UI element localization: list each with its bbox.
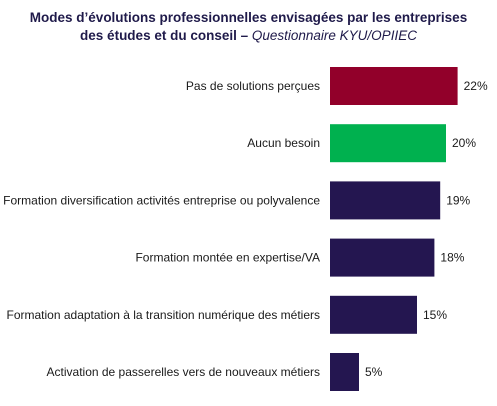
category-label-3: Formation montée en expertise/VA <box>135 251 320 265</box>
bar-1 <box>330 124 446 163</box>
bar-5 <box>330 353 359 391</box>
category-label-0: Pas de solutions perçues <box>186 79 320 93</box>
value-label-4: 15% <box>423 308 447 322</box>
chart-title: Modes d’évolutions professionnelles envi… <box>0 9 497 45</box>
value-label-1: 20% <box>452 136 476 150</box>
chart-title-source: Questionnaire KYU/OPIIEC <box>251 28 417 43</box>
category-label-2: Formation diversification activités entr… <box>3 193 320 207</box>
value-label-2: 19% <box>446 193 470 207</box>
category-label-1: Aucun besoin <box>247 136 320 150</box>
category-label-5: Activation de passerelles vers de nouvea… <box>47 365 320 379</box>
bar-2 <box>330 181 441 220</box>
value-label-0: 22% <box>464 79 488 93</box>
chart-title-line1: Modes d’évolutions professionnelles envi… <box>29 10 468 25</box>
bar-0 <box>330 67 458 105</box>
value-label-3: 18% <box>440 251 464 265</box>
value-label-5: 5% <box>365 365 383 379</box>
chart-title-line2-text: des études et du conseil – <box>80 28 249 43</box>
chart-title-line2: des études et du conseil – Questionnaire… <box>0 27 497 45</box>
bar-4 <box>330 295 417 334</box>
bar-3 <box>330 238 435 277</box>
category-label-4: Formation adaptation à la transition num… <box>7 308 321 322</box>
